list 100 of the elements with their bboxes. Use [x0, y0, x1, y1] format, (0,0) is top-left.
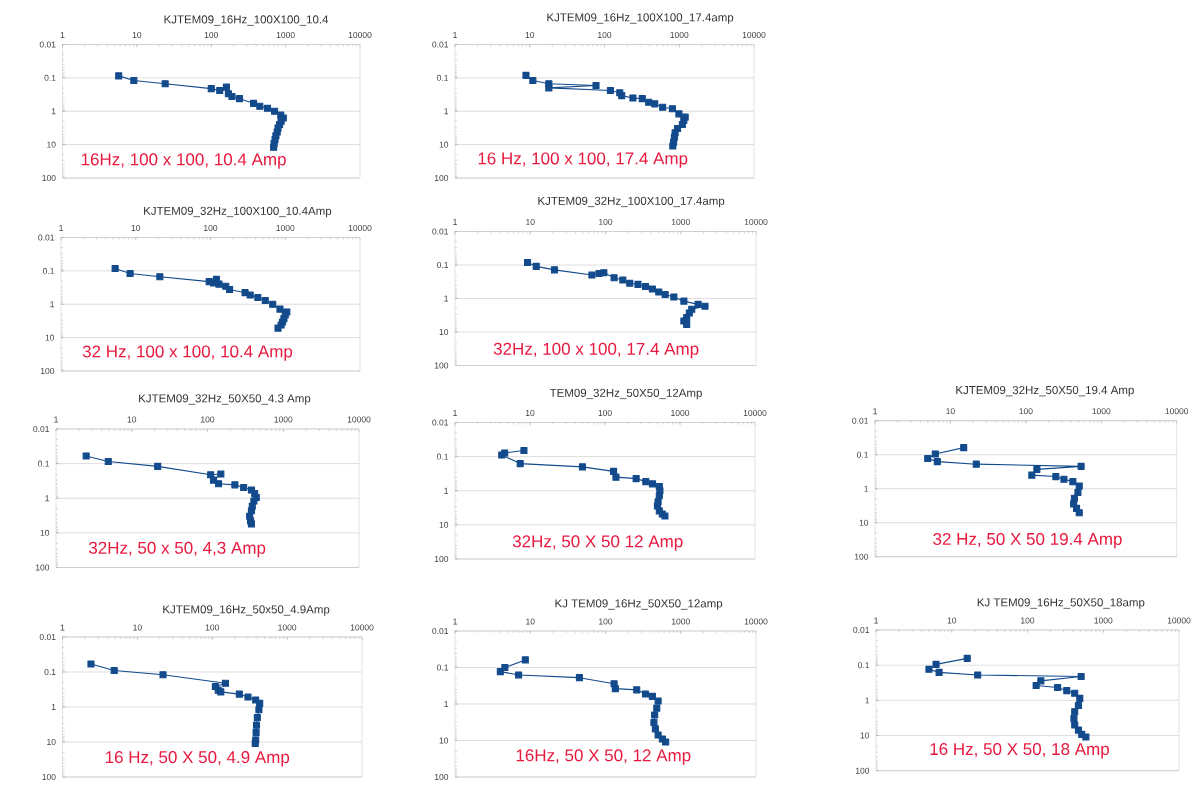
x-tick-label: 10 — [131, 224, 141, 231]
x-tick-label: 100 — [598, 409, 612, 416]
x-tick-label: 10000 — [347, 416, 371, 423]
y-tick-label: 0.1 — [44, 74, 56, 81]
x-tick-label: 10000 — [743, 409, 767, 416]
y-tick-label: 0.01 — [432, 419, 449, 426]
x-tick-label: 100 — [204, 224, 218, 231]
x-tick-label: 100 — [599, 618, 613, 625]
y-tick-label: 100 — [434, 174, 449, 181]
y-tick-label: 1 — [444, 701, 449, 707]
annotation: 32 Hz, 100 x 100, 10.4 Amp — [82, 345, 293, 361]
x-tick-label: 100 — [599, 218, 613, 225]
y-tick-label: 10 — [47, 739, 56, 745]
x-tick-label: 1000 — [276, 224, 295, 231]
y-tick-label: 1 — [444, 487, 449, 494]
x-tick-label: 10 — [133, 624, 142, 631]
y-tick-label: 100 — [42, 174, 56, 181]
x-tick-label: 10000 — [742, 31, 766, 38]
x-tick-label: 10000 — [1167, 617, 1191, 624]
x-tick-label: 100 — [1021, 617, 1035, 624]
x-tick-label: 1000 — [670, 31, 689, 38]
y-tick-label: 100 — [854, 553, 869, 560]
x-tick-label: 1 — [453, 410, 457, 416]
y-tick-label: 100 — [35, 564, 50, 571]
x-tick-label: 1000 — [1094, 617, 1113, 624]
annotation: 16 Hz, 50 X 50, 4.9 Amp — [105, 751, 290, 767]
x-tick-label: 10 — [947, 617, 957, 624]
y-tick-label: 100 — [42, 774, 56, 781]
y-tick-label: 10 — [859, 519, 869, 526]
chart-title: KJTEM09_16Hz_50x50_4.9Amp — [163, 605, 330, 616]
x-tick-label: 1 — [453, 618, 457, 625]
chart-title: KJTEM09_16Hz_100X100_17.4amp — [547, 13, 734, 24]
y-tick-label: 0.1 — [436, 664, 449, 671]
y-tick-label: 1 — [865, 697, 870, 704]
chart-title: KJTEM09_16Hz_100X100_10.4 — [164, 15, 329, 26]
x-tick-label: 1 — [60, 624, 65, 631]
x-tick-label: 1 — [453, 32, 457, 38]
y-tick-label: 1 — [50, 301, 55, 308]
x-tick-label: 1000 — [278, 624, 297, 631]
y-tick-label: 0.01 — [39, 633, 56, 640]
x-tick-label: 10000 — [744, 218, 768, 225]
y-tick-label: 0.1 — [37, 460, 50, 467]
x-tick-label: 10000 — [1165, 408, 1189, 415]
y-tick-label: 1 — [444, 295, 449, 302]
annotation: 32Hz, 100 x 100, 17.4 Amp — [493, 342, 699, 359]
y-tick-label: 1 — [444, 108, 449, 115]
chart-title: KJ TEM09_16Hz_50X50_12amp — [555, 599, 723, 610]
y-tick-label: 10 — [45, 334, 55, 341]
y-tick-label: 100 — [40, 368, 55, 374]
annotation: 32 Hz, 50 X 50 19.4 Amp — [933, 532, 1122, 549]
y-tick-label: 0.01 — [38, 234, 55, 241]
chart-title: TEM09_32Hz_50X50_12Amp — [549, 388, 702, 400]
y-tick-label: 1 — [51, 108, 56, 115]
y-tick-label: 10 — [439, 141, 449, 148]
x-tick-label: 10 — [526, 218, 535, 225]
x-tick-label: 1000 — [671, 409, 690, 416]
chart-title: KJ TEM09_16Hz_50X50_18amp — [977, 598, 1145, 609]
y-tick-label: 0.01 — [432, 628, 449, 634]
y-tick-label: 0.1 — [436, 261, 449, 268]
y-tick-label: 1 — [864, 485, 869, 492]
x-tick-label: 1 — [453, 219, 457, 225]
chart-title: KJTEM09_32Hz_100X100_17.4amp — [538, 196, 725, 208]
x-tick-label: 10 — [946, 408, 955, 415]
x-tick-label: 1 — [874, 617, 878, 624]
x-tick-label: 100 — [598, 31, 612, 38]
chart-title: KJTEM09_32Hz_50X50_4.3 Amp — [139, 394, 311, 405]
x-tick-label: 1 — [873, 408, 877, 415]
x-tick-label: 10 — [525, 409, 535, 416]
y-tick-label: 10 — [439, 737, 449, 744]
x-tick-label: 1000 — [1092, 408, 1111, 415]
y-tick-label: 1 — [45, 495, 50, 502]
annotation: 32Hz, 50 x 50, 4,3 Amp — [88, 541, 266, 558]
annotation: 16Hz, 100 x 100, 10.4 Amp — [81, 153, 286, 169]
y-tick-label: 0.1 — [42, 267, 55, 274]
y-tick-label: 10 — [439, 521, 449, 528]
y-tick-label: 0.01 — [432, 228, 449, 235]
y-tick-label: 10 — [860, 732, 870, 739]
annotation: 32Hz, 50 X 50 12 Amp — [512, 535, 683, 551]
y-tick-label: 100 — [855, 767, 870, 774]
x-tick-label: 10000 — [348, 31, 372, 38]
y-tick-label: 100 — [434, 362, 449, 369]
x-tick-label: 100 — [205, 624, 220, 631]
y-tick-label: 100 — [434, 774, 449, 781]
y-tick-label: 0.1 — [436, 453, 449, 460]
x-tick-label: 1000 — [671, 618, 690, 625]
x-tick-label: 10000 — [348, 224, 372, 231]
y-tick-label: 0.01 — [432, 41, 449, 48]
x-tick-label: 1 — [60, 32, 65, 38]
annotation: 16Hz, 50 X 50, 12 Amp — [516, 749, 691, 765]
x-tick-label: 100 — [201, 416, 215, 423]
y-tick-label: 1 — [51, 704, 56, 710]
y-tick-label: 0.1 — [44, 668, 56, 675]
y-tick-label: 0.01 — [33, 425, 50, 432]
x-tick-label: 1000 — [274, 416, 293, 423]
y-tick-label: 0.01 — [853, 627, 870, 634]
x-tick-label: 1000 — [671, 218, 690, 225]
x-tick-label: 100 — [204, 31, 219, 38]
x-tick-label: 10 — [127, 416, 137, 423]
x-tick-label: 10 — [132, 31, 142, 38]
y-tick-label: 10 — [47, 141, 56, 148]
